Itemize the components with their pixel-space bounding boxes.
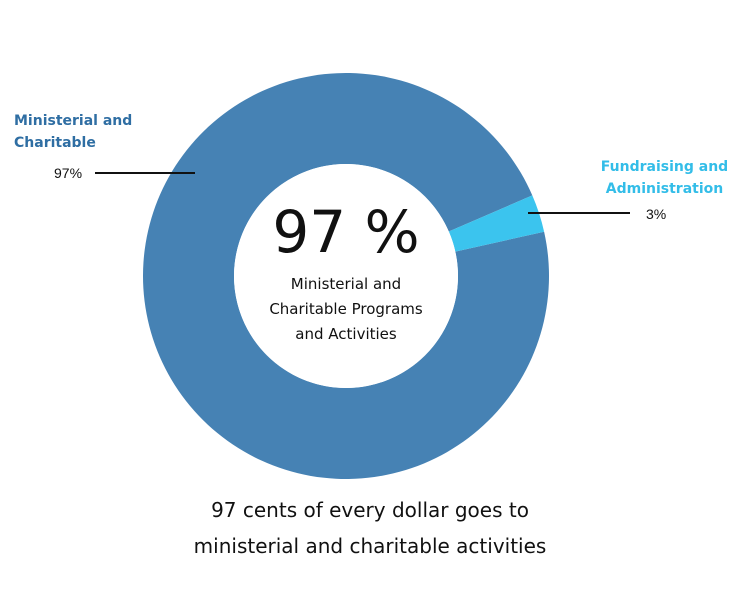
center-caption: Ministerial and Charitable Programs and … (269, 275, 423, 343)
leader-line-ministerial-charitable (95, 172, 195, 174)
center-percentage: 97 % (272, 198, 420, 266)
label-fundraising-administration: Fundraising and Administration (600, 159, 729, 197)
value-label-ministerial-charitable: 97% (54, 165, 83, 181)
slice-ministerial-charitable (142, 72, 549, 479)
value-label-fundraising-administration: 3% (646, 206, 667, 222)
footer-caption: 97 cents of every dollar goes to ministe… (193, 498, 547, 558)
slice-fundraising-administration (448, 195, 545, 252)
leader-line-fundraising-administration (528, 212, 630, 214)
donut-hole (234, 164, 458, 388)
label-ministerial-charitable: Ministerial and Charitable (14, 113, 133, 151)
